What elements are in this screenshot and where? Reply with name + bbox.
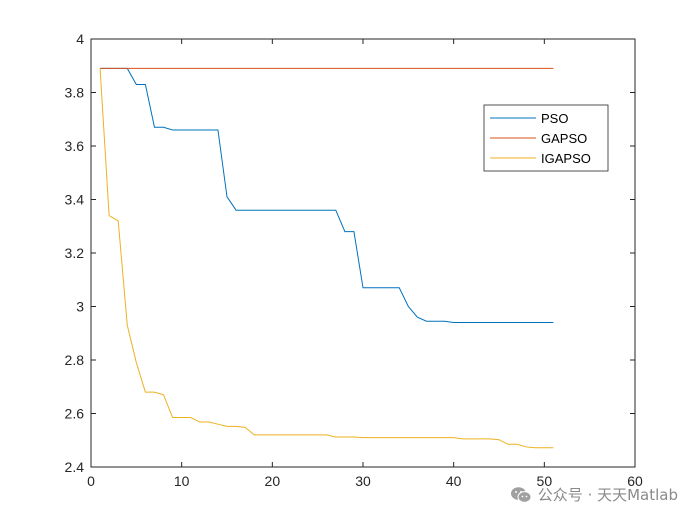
wechat-icon: [510, 486, 532, 503]
y-tick-label: 2.6: [65, 406, 85, 422]
tick-layer: 0 10 20 30 40 50 60 2.4 2.6 2.8 3 3.2 3.4 3.6 3.8 4: [65, 31, 643, 489]
x-tick-label: 0: [87, 473, 95, 489]
y-tick-label: 3.6: [65, 138, 85, 154]
legend-label-pso: PSO: [541, 111, 568, 126]
x-tick-label: 20: [265, 473, 281, 489]
series-line-pso: [100, 67, 554, 324]
series-line-igapso: [99, 68, 554, 449]
plot-area: [91, 39, 635, 467]
x-tick-label: 10: [174, 473, 190, 489]
y-tick-label: 2.4: [65, 459, 85, 475]
y-tick-label: 3.4: [65, 192, 85, 208]
y-tick-label: 3.8: [65, 85, 85, 101]
x-tick-label: 50: [537, 473, 553, 489]
y-tick-label: 4: [76, 31, 84, 47]
x-tick-label: 60: [627, 473, 643, 489]
y-tick-label: 2.8: [65, 352, 85, 368]
watermark: 公众号 · 天天Matlab: [510, 484, 678, 505]
y-tick-label: 3: [76, 299, 84, 315]
y-tick-label: 3.2: [65, 245, 85, 261]
watermark-text: 公众号 · 天天Matlab: [537, 486, 678, 504]
x-tick-label: 40: [446, 473, 462, 489]
legend-label-igapso: IGAPSO: [541, 151, 591, 166]
legend-label-gapso: GAPSO: [541, 131, 587, 146]
legend: PSO GAPSO IGAPSO: [483, 104, 609, 172]
x-tick-label: 30: [355, 473, 371, 489]
series-layer: [99, 67, 554, 449]
